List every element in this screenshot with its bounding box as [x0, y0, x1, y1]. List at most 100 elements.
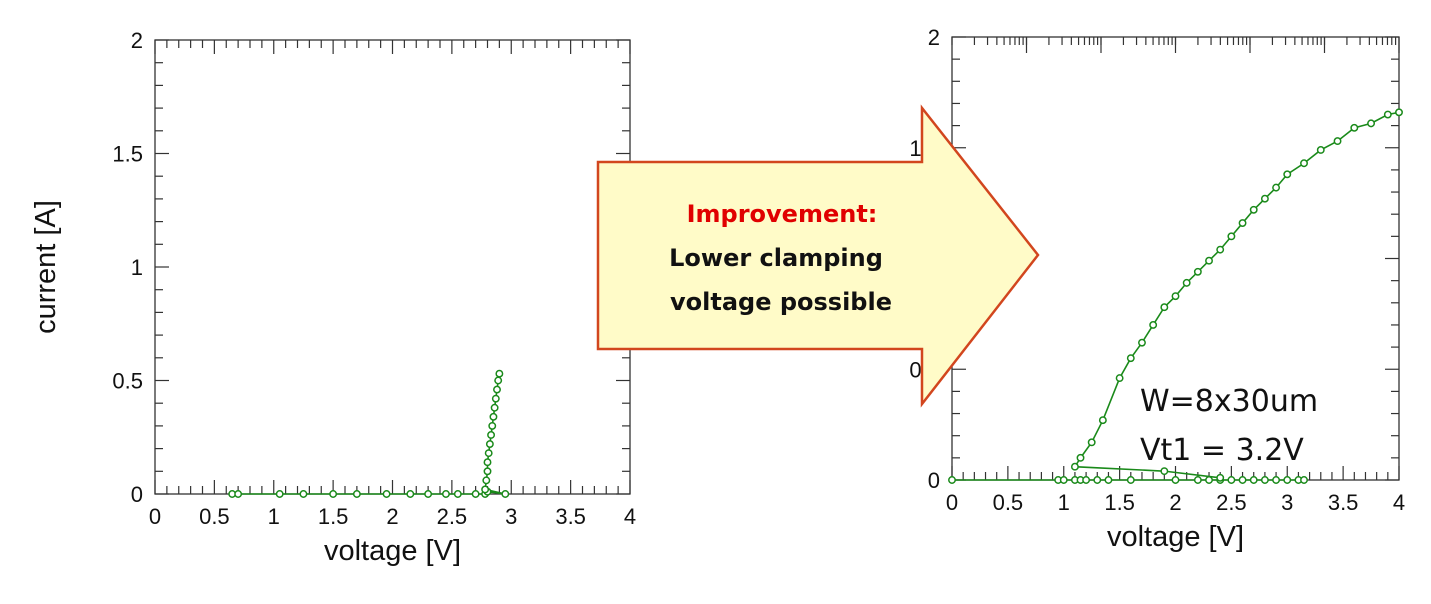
data-point [490, 403, 499, 412]
x-tick-label: 1.5 [318, 504, 349, 529]
data-point [1395, 108, 1403, 117]
x-tick-label: 1 [268, 504, 280, 529]
data-point [1283, 170, 1292, 179]
y-tick-label: 0 [928, 468, 940, 493]
x-tick-label: 0.5 [993, 490, 1024, 515]
y-tick-label: 0.5 [112, 369, 143, 394]
data-point [1272, 183, 1281, 192]
arrow-title: Improvement: [687, 200, 878, 228]
x-tick-label: 1 [1058, 490, 1070, 515]
y-tick-label: 1.5 [112, 142, 143, 167]
data-point [1205, 476, 1213, 484]
arrow-shape [596, 104, 1040, 408]
data-point [1333, 137, 1342, 146]
data-point [1059, 476, 1068, 484]
x-tick-label: 3 [505, 504, 517, 529]
data-point [483, 458, 492, 467]
data-point [1182, 278, 1191, 287]
data-point [1149, 321, 1158, 329]
data-point [1249, 205, 1258, 214]
data-point [1126, 476, 1135, 484]
data-point [1383, 110, 1392, 119]
y-tick-label: 2 [928, 25, 940, 50]
data-point [1216, 473, 1225, 482]
data-point [1272, 476, 1281, 484]
data-point [299, 490, 308, 498]
data-point [483, 467, 492, 476]
annotation-width: W=8x30um [1140, 384, 1318, 419]
data-point [1098, 416, 1107, 425]
x-tick-label: 4 [1393, 490, 1405, 515]
data-point [1082, 476, 1091, 484]
x-axis-title: voltage [V] [1107, 521, 1244, 553]
data-point [1070, 462, 1079, 471]
series-line [232, 373, 506, 495]
data-point [1283, 476, 1292, 484]
data-point [406, 490, 415, 498]
data-point [1260, 194, 1269, 203]
data-point [1205, 256, 1213, 265]
data-point [275, 490, 284, 498]
data-point [1193, 267, 1202, 276]
data-point [1126, 354, 1135, 363]
data-point [329, 490, 338, 498]
x-tick-label: 0 [149, 504, 161, 529]
data-point [495, 369, 504, 378]
data-point [1238, 476, 1247, 484]
x-tick-label: 3 [1281, 490, 1293, 515]
x-axis-title: voltage [V] [324, 535, 461, 567]
data-point [481, 485, 490, 494]
x-tick-label: 2.5 [437, 504, 468, 529]
data-point [1249, 476, 1258, 484]
x-tick-label: 3.5 [1328, 490, 1359, 515]
y-tick-label: 2 [131, 28, 143, 53]
x-tick-label: 2.5 [1216, 490, 1247, 515]
data-point [1193, 476, 1202, 484]
x-tick-label: 1.5 [1104, 490, 1135, 515]
data-point [352, 490, 361, 498]
data-point [1216, 245, 1225, 254]
arrow-line-1: Lower clamping [669, 244, 883, 272]
data-point [1350, 123, 1359, 132]
y-axis-title: current [A] [30, 200, 62, 334]
data-point [1300, 476, 1308, 484]
data-point [948, 476, 956, 484]
x-tick-label: 0.5 [199, 504, 230, 529]
data-point [1260, 476, 1269, 484]
data-point [493, 385, 501, 394]
x-tick-label: 4 [624, 504, 636, 529]
improvement-arrow: Improvement: Lower clamping voltage poss… [596, 104, 1040, 408]
data-point [1367, 119, 1376, 128]
data-point [1160, 303, 1169, 312]
data-point [485, 440, 494, 449]
data-point [441, 490, 450, 498]
data-point [1171, 292, 1180, 301]
y-tick-label: 0 [131, 482, 143, 507]
x-tick-label: 0 [946, 490, 958, 515]
x-tick-label: 2 [386, 504, 398, 529]
x-tick-label: 3.5 [555, 504, 586, 529]
data-point [1104, 476, 1113, 484]
data-point [382, 490, 391, 498]
data-point [1238, 219, 1247, 228]
data-point [453, 490, 462, 498]
data-point [501, 490, 510, 498]
data-point [484, 449, 493, 458]
data-point [234, 490, 243, 498]
data-point [1087, 438, 1096, 447]
data-point [488, 421, 497, 430]
data-point [1171, 476, 1180, 484]
data-point [424, 490, 433, 498]
data-point [489, 412, 498, 421]
data-point [1227, 232, 1236, 241]
data-point [1300, 159, 1308, 168]
left-iv-plot: 0 0.5 1 1.5 2 2.5 3 3.5 4 0 0.5 1 1.5 2 voltage [V] cur… [30, 28, 636, 567]
plot-frame [154, 39, 631, 495]
data-point [1076, 453, 1085, 462]
data-point [1316, 146, 1325, 154]
data-point [491, 394, 500, 403]
annotation-vt1: Vt1 = 3.2V [1140, 433, 1304, 468]
series-line [1073, 111, 1400, 479]
